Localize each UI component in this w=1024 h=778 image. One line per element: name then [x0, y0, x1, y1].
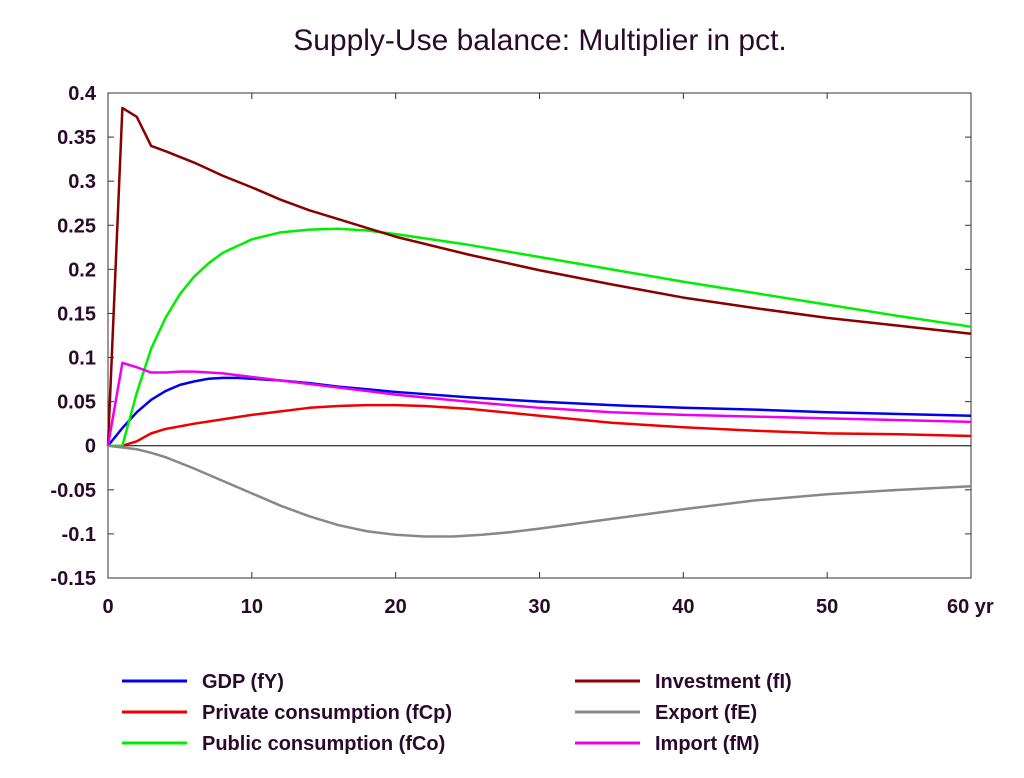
- legend-label: Export (fE): [655, 702, 757, 724]
- series-line-4: [107, 444, 972, 538]
- series-line-3: [106, 106, 972, 446]
- x-tick-label: 60 yr: [947, 596, 994, 618]
- legend-item: Import (fM): [575, 733, 759, 755]
- legend: GDP (fY) Private consumption (fCp) Public …: [122, 671, 792, 755]
- legend-item: Private consumption (fCp): [122, 702, 452, 724]
- legend-item: Public consumption (fCo): [122, 733, 445, 755]
- y-tick-label: 0.05: [57, 392, 96, 414]
- legend-item: GDP (fY): [122, 671, 284, 693]
- x-tick-label: 20: [385, 596, 407, 618]
- legend-label: Public consumption (fCo): [202, 733, 445, 755]
- legend-item: Investment (fI): [575, 671, 792, 693]
- legend-label: Private consumption (fCp): [202, 702, 452, 724]
- series-line-1: [108, 403, 972, 447]
- y-tick-label: 0.35: [57, 127, 96, 149]
- y-tick-label: 0.25: [57, 215, 96, 237]
- x-tick-label: 10: [241, 596, 263, 618]
- y-tick-label: -0.15: [50, 568, 96, 590]
- x-tick-label: 40: [672, 596, 694, 618]
- series-line-0: [107, 376, 972, 447]
- axes: 0.4 0.35 0.3 0.25 0.2 0.15 0.1 0.05 0 -0.05 -0.1 -0…: [50, 83, 994, 618]
- legend-label: GDP (fY): [202, 671, 284, 693]
- x-tick-label: 30: [528, 596, 550, 618]
- x-tick-label: 50: [816, 596, 838, 618]
- legend-label: Investment (fI): [655, 671, 792, 693]
- y-tick-label: 0.4: [68, 83, 97, 105]
- plot-frame: [107, 92, 972, 579]
- y-tick-label: -0.1: [62, 524, 96, 546]
- legend-label: Import (fM): [655, 733, 759, 755]
- series-lines: [106, 106, 972, 538]
- legend-item: Export (fE): [575, 702, 757, 724]
- y-tick-label: 0.2: [68, 259, 96, 281]
- y-tick-label: -0.05: [50, 480, 96, 502]
- x-tick-label: 0: [102, 596, 113, 618]
- series-line-5: [106, 361, 972, 446]
- y-tick-label: 0.15: [57, 303, 96, 325]
- y-tick-label: 0.1: [68, 348, 96, 370]
- y-tick-label: 0: [85, 436, 96, 458]
- series-line-2: [108, 227, 972, 447]
- chart-title: Supply-Use balance: Multiplier in pct.: [293, 24, 787, 57]
- y-tick-label: 0.3: [68, 171, 96, 193]
